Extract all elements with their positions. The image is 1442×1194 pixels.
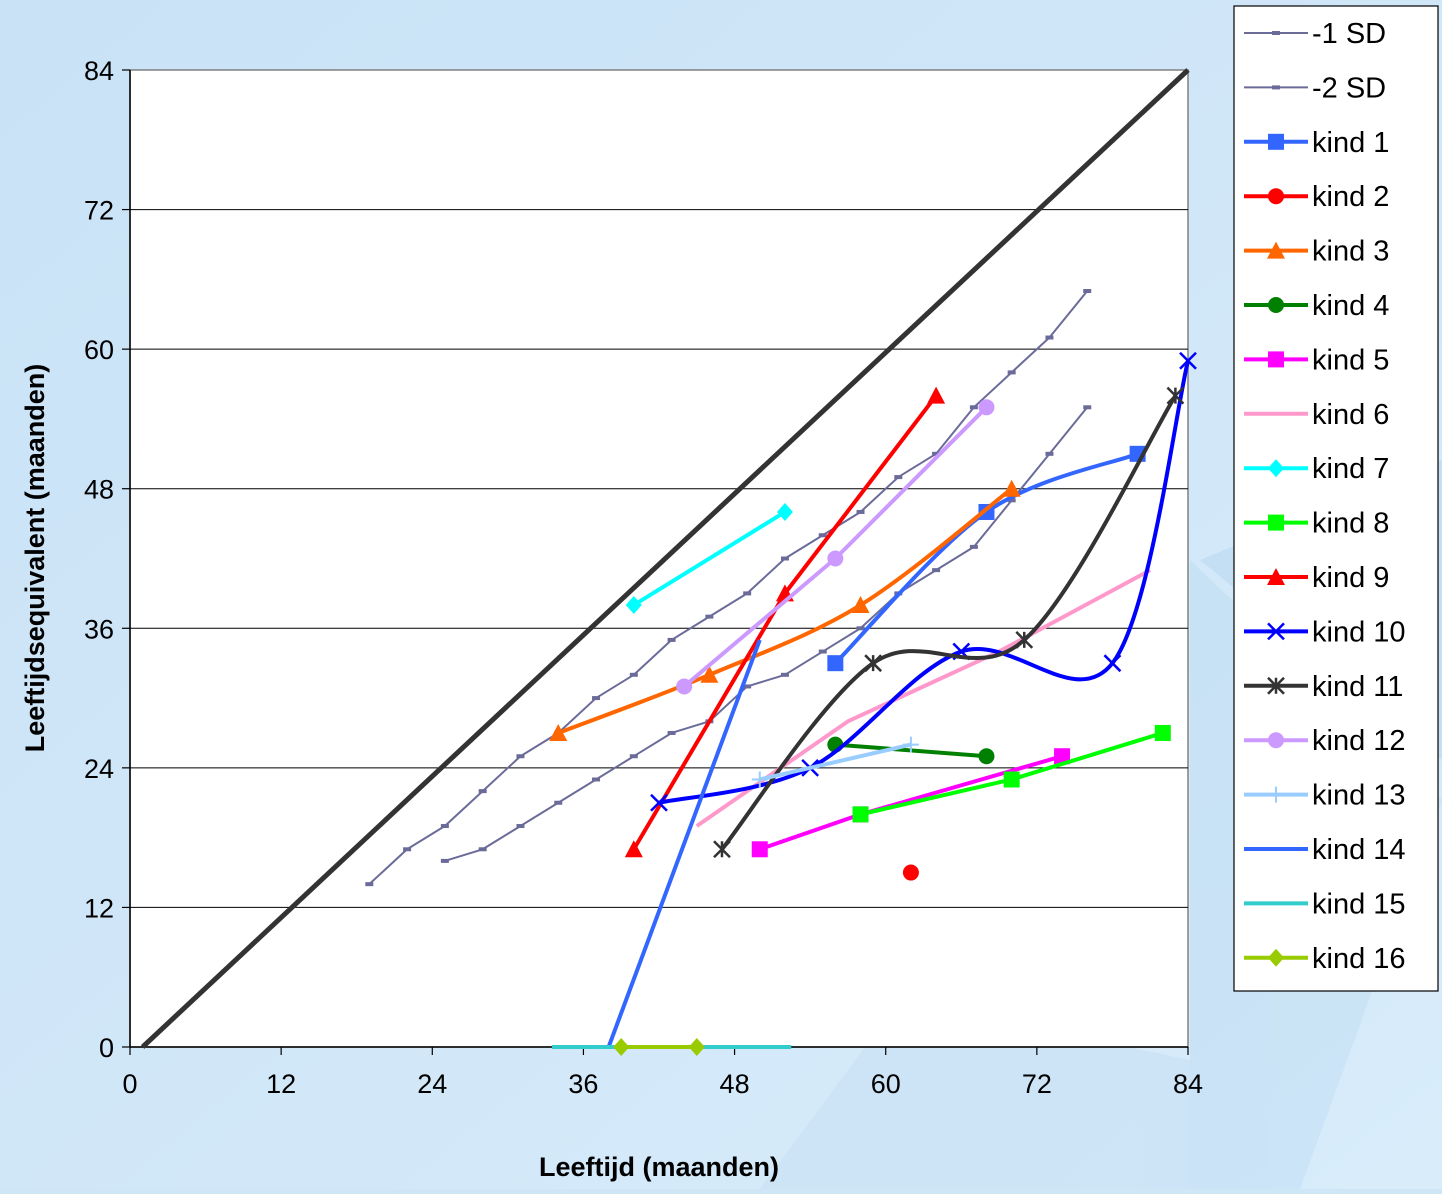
legend-label: kind 11 — [1312, 671, 1403, 703]
data-point — [592, 777, 600, 781]
legend-marker — [1268, 515, 1284, 531]
legend-marker — [1268, 134, 1284, 150]
data-point — [978, 399, 994, 415]
legend-label: kind 10 — [1312, 616, 1406, 648]
x-tick-label: 0 — [122, 1069, 137, 1099]
legend-label: kind 13 — [1312, 780, 1406, 812]
data-point — [441, 824, 449, 828]
y-tick-label: 48 — [84, 475, 114, 505]
legend-marker — [1272, 31, 1280, 35]
data-point — [903, 865, 919, 881]
data-point — [676, 678, 692, 694]
data-point — [630, 754, 638, 758]
data-point — [978, 748, 994, 764]
data-point — [1083, 405, 1091, 409]
y-tick-label: 0 — [99, 1033, 114, 1063]
x-tick-label: 12 — [266, 1069, 296, 1099]
legend-label: kind 9 — [1312, 562, 1389, 594]
x-tick-label: 84 — [1173, 1069, 1203, 1099]
legend-marker — [1268, 732, 1284, 748]
y-tick-label: 24 — [84, 754, 114, 784]
legend-label: -1 SD — [1312, 18, 1386, 50]
legend-label: kind 12 — [1312, 725, 1406, 757]
legend-label: kind 7 — [1312, 453, 1389, 485]
data-point — [970, 405, 978, 409]
data-point — [743, 591, 751, 595]
legend-label: kind 15 — [1312, 888, 1406, 920]
legend-label: -2 SD — [1312, 72, 1386, 104]
x-tick-label: 72 — [1022, 1069, 1052, 1099]
data-point — [1008, 370, 1016, 374]
legend-label: kind 5 — [1312, 344, 1389, 376]
data-point — [668, 638, 676, 642]
data-point — [752, 841, 768, 857]
data-point — [630, 673, 638, 677]
data-point — [592, 696, 600, 700]
y-tick-label: 84 — [84, 56, 114, 86]
x-axis-label: Leeftijd (maanden) — [539, 1152, 779, 1182]
y-axis-label: Leeftijdsequivalent (maanden) — [20, 364, 50, 753]
data-point — [705, 615, 713, 619]
data-point — [1004, 771, 1020, 787]
legend-label: kind 2 — [1312, 181, 1389, 213]
y-tick-label: 72 — [84, 196, 114, 226]
y-tick-label: 36 — [84, 614, 114, 644]
legend-marker — [1268, 351, 1284, 367]
data-point — [781, 673, 789, 677]
y-tick-label: 60 — [84, 335, 114, 365]
legend: -1 SD -2 SD kind 1 kind 2 kind 3 kind 4 kind 5… — [1234, 6, 1438, 991]
data-point — [668, 731, 676, 735]
legend-label: kind 14 — [1312, 834, 1406, 866]
legend-label: kind 3 — [1312, 236, 1389, 268]
data-point — [857, 626, 865, 630]
data-point — [1083, 289, 1091, 293]
data-point — [827, 655, 843, 671]
x-tick-label: 48 — [720, 1069, 750, 1099]
data-point — [857, 510, 865, 514]
x-tick-label: 24 — [417, 1069, 447, 1099]
data-point — [1045, 452, 1053, 456]
data-point — [516, 754, 524, 758]
data-point — [819, 650, 827, 654]
legend-label: kind 16 — [1312, 943, 1406, 975]
series-kind-2 — [903, 865, 919, 881]
data-point — [516, 824, 524, 828]
data-point — [479, 789, 487, 793]
x-tick-label: 60 — [871, 1069, 901, 1099]
data-point — [894, 475, 902, 479]
legend-label: kind 8 — [1312, 508, 1389, 540]
data-point — [819, 533, 827, 537]
legend-marker — [1272, 85, 1280, 89]
data-point — [853, 806, 869, 822]
data-point — [365, 882, 373, 886]
legend-label: kind 4 — [1312, 290, 1389, 322]
legend-label: kind 1 — [1312, 127, 1389, 159]
data-point — [1155, 725, 1171, 741]
data-point — [932, 568, 940, 572]
data-point — [554, 801, 562, 805]
legend-marker — [1268, 297, 1284, 313]
data-point — [970, 545, 978, 549]
x-tick-label: 36 — [568, 1069, 598, 1099]
y-tick-label: 12 — [84, 893, 114, 923]
data-point — [403, 847, 411, 851]
data-point — [827, 551, 843, 567]
legend-label: kind 6 — [1312, 399, 1389, 431]
data-point — [479, 847, 487, 851]
data-point — [441, 859, 449, 863]
legend-marker — [1268, 188, 1284, 204]
data-point — [781, 557, 789, 561]
data-point — [1045, 336, 1053, 340]
